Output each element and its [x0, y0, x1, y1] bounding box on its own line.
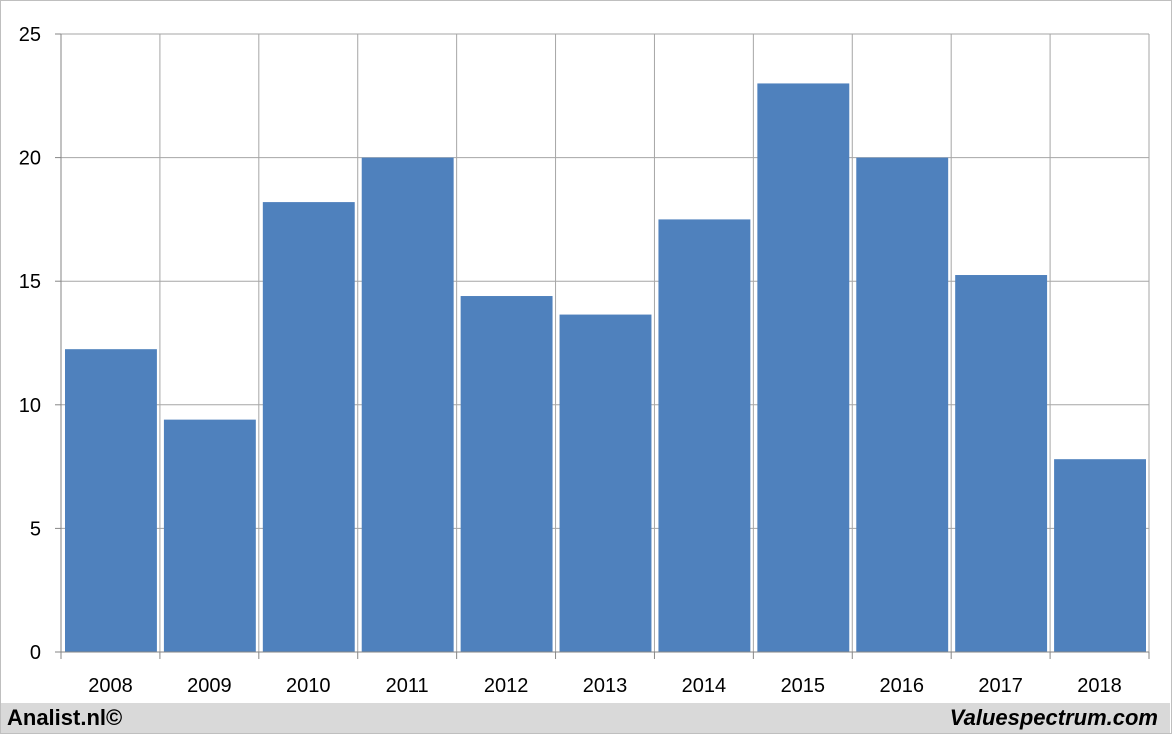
bar-2014 — [658, 219, 751, 652]
y-tick-label: 10 — [19, 395, 41, 417]
x-tick-label: 2008 — [88, 675, 133, 697]
x-tick-label: 2010 — [286, 675, 331, 697]
footer-brand-text: Valuespectrum.com — [949, 705, 1158, 730]
bar-2012 — [460, 296, 553, 652]
bar-2016 — [856, 157, 949, 652]
x-tick-label: 2012 — [484, 675, 529, 697]
x-tick-label: 2018 — [1077, 675, 1122, 697]
bar-2011 — [361, 157, 454, 652]
x-tick-label: 2014 — [682, 675, 727, 697]
bar-2008 — [65, 349, 157, 652]
footer-bar: Analist.nl© Valuespectrum.com — [1, 703, 1170, 733]
footer-source-text: Analist.nl© — [7, 705, 123, 730]
y-tick-label: 15 — [19, 271, 41, 293]
x-tick-label: 2013 — [583, 675, 628, 697]
x-tick-labels: 2008 2009 2010 2011 2012 2013 2014 2015 2016 2017… — [88, 675, 1122, 697]
y-tick-label: 20 — [19, 148, 41, 170]
y-tick-label: 25 — [19, 24, 41, 46]
x-tick-label: 2016 — [879, 675, 924, 697]
bar-2015 — [757, 83, 850, 652]
bars — [65, 83, 1146, 652]
x-tick-label: 2011 — [386, 675, 429, 697]
bar-2018 — [1054, 459, 1146, 652]
y-tick-label: 5 — [30, 518, 41, 540]
y-tick-labels: 0 5 10 15 20 25 — [19, 24, 41, 664]
bar-2009 — [163, 419, 256, 652]
x-tick-label: 2009 — [187, 675, 232, 697]
y-tick-label: 0 — [30, 642, 41, 664]
bar-2013 — [559, 314, 652, 652]
x-tick-label: 2017 — [978, 675, 1023, 697]
bar-2010 — [262, 202, 355, 652]
bar-2017 — [955, 275, 1048, 652]
axes — [55, 33, 1150, 659]
x-tick-label: 2015 — [781, 675, 826, 697]
